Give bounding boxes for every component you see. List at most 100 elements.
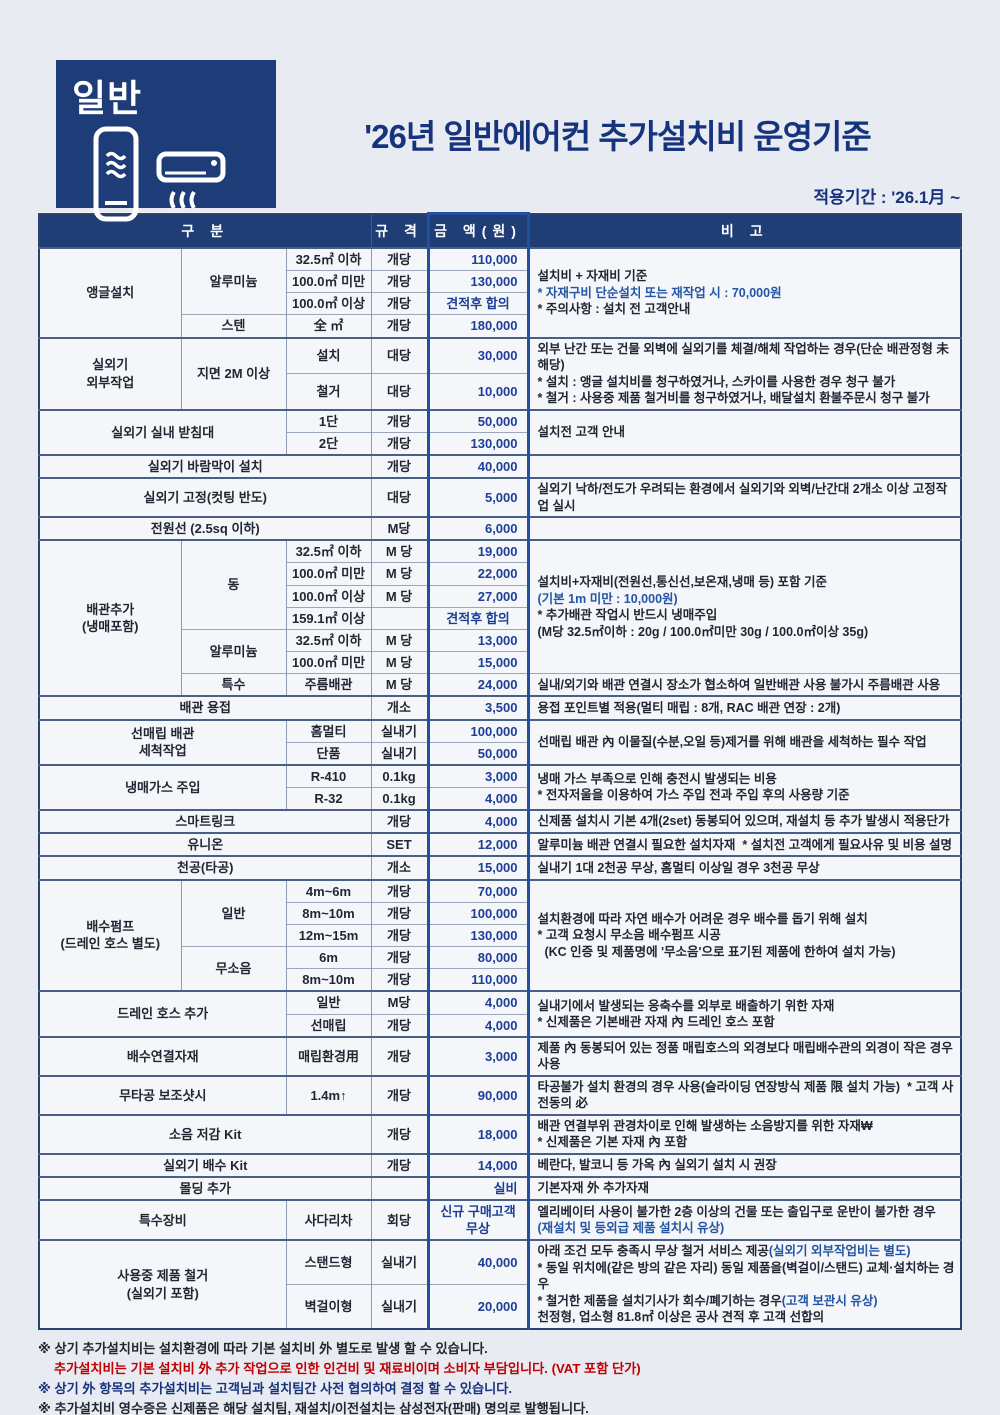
note-cell: 실내기 1대 2천공 무상, 홈멀티 이상일 경우 3천공 무상 bbox=[527, 855, 961, 880]
category-cell: 사용중 제품 철거 (실외기 포함) bbox=[38, 1239, 286, 1329]
table-header-row: 구 분 규 격 금 액(원) 비 고 bbox=[39, 212, 961, 248]
amount-cell: 15,000 bbox=[426, 855, 530, 880]
table-row: 실외기 배수 Kit 개당 14,000 베란다, 발코니 등 가옥 內 실외기 설치… bbox=[38, 1152, 961, 1177]
note-cell: 선매립 배관 內 이물질(수분,오일 등)제거를 위해 배관을 세척하는 필수 … bbox=[527, 718, 961, 765]
category-cell: 실외기 실내 받침대 bbox=[38, 408, 286, 455]
amount-cell: 14,000 bbox=[426, 1152, 530, 1177]
table-row: R-32 0.1kg 4,000 bbox=[39, 786, 961, 811]
category-cell: 일반 bbox=[285, 990, 372, 1015]
category-cell: 철거 bbox=[285, 373, 372, 410]
amount-cell: 90,000 bbox=[426, 1074, 530, 1115]
unit-cell: 실내기 bbox=[370, 741, 429, 765]
category-cell: 12m~15m bbox=[285, 923, 372, 947]
table-row: 배관추가 (냉매포함) 동 32.5㎡ 이하 M 당 19,000 설치비+자재비(전원선… bbox=[38, 539, 961, 697]
table-row: 무타공 보조샷시 1.4m↑ 개당 90,000 타공불가 설치 환경의 경우 사용(슬… bbox=[38, 1074, 961, 1115]
category-cell: 동 bbox=[180, 539, 286, 630]
category-cell: 스탠드형 bbox=[285, 1239, 372, 1285]
amount-cell: 70,000 bbox=[426, 878, 530, 903]
badge-label: 일반 bbox=[72, 78, 143, 119]
unit-cell: 개당 bbox=[370, 431, 429, 455]
category-cell: 100.0㎡ 미만 bbox=[285, 651, 372, 674]
category-cell: 매립환경用 bbox=[285, 1035, 372, 1076]
document-header: 일반 bbox=[38, 40, 962, 222]
footnote-line: ※ 추가설치비 영수증은 신제품은 해당 설치팀, 재설치/이전설치는 삼성전자… bbox=[38, 1401, 589, 1415]
amount-cell: 견적후 합의 bbox=[426, 606, 530, 630]
category-cell: 실외기 외부작업 bbox=[38, 336, 181, 410]
table-row: 알루미늄 32.5㎡ 이하 M 당 13,000 bbox=[39, 628, 961, 674]
amount-cell: 5,000 bbox=[426, 477, 530, 518]
unit-cell: M당 bbox=[370, 516, 429, 541]
category-cell: 배수연결자재 bbox=[38, 1035, 286, 1076]
amount-cell: 110,000 bbox=[426, 247, 530, 271]
unit-cell: M 당 bbox=[370, 584, 429, 608]
category-cell: 全 ㎡ bbox=[285, 314, 372, 338]
note-cell: 기본자재 外 추가자재 bbox=[527, 1175, 961, 1200]
table-row: 100.0㎡ 이상 M 당 27,000 bbox=[39, 584, 961, 608]
price-table: 구 분 규 격 금 액(원) 비 고 앵글설치 알루미늄 32.5㎡ 이하 개당 110… bbox=[38, 212, 962, 1330]
amount-cell: 18,000 bbox=[426, 1113, 530, 1154]
badge-icons bbox=[92, 126, 276, 227]
category-cell: 배관추가 (냉매포함) bbox=[38, 539, 181, 697]
unit-cell: 회당 bbox=[370, 1198, 429, 1241]
unit-cell: 개당 bbox=[370, 1035, 429, 1076]
amount-cell: 12,000 bbox=[426, 832, 530, 857]
category-cell: 32.5㎡ 이하 bbox=[285, 628, 372, 652]
category-cell: 유니온 bbox=[38, 832, 372, 857]
table-row: 실외기 고정(컷팅 반도) 대당 5,000 실외기 낙하/전도가 우려되는 환경에서… bbox=[38, 477, 961, 518]
column-header-amount: 금 액(원) bbox=[426, 212, 530, 248]
category-cell: 무소음 bbox=[180, 946, 286, 992]
amount-cell: 40,000 bbox=[426, 1239, 530, 1285]
category-cell: 알루미늄 bbox=[180, 628, 286, 674]
category-cell: 1.4m↑ bbox=[285, 1074, 372, 1115]
note-cell: 실외기 낙하/전도가 우려되는 환경에서 실외기와 외벽/난간대 2개소 이상 … bbox=[527, 477, 961, 518]
amount-cell: 3,000 bbox=[426, 763, 530, 788]
unit-cell: M 당 bbox=[370, 562, 429, 586]
unit-cell: M 당 bbox=[370, 673, 429, 697]
table-row: 100.0㎡ 이상 개당 견적후 합의 bbox=[39, 292, 961, 315]
unit-cell: 개당 bbox=[370, 1113, 429, 1154]
amount-cell: 130,000 bbox=[426, 270, 530, 293]
stand-ac-icon bbox=[92, 126, 140, 227]
category-cell: 실외기 고정(컷팅 반도) bbox=[38, 477, 372, 518]
amount-cell: 19,000 bbox=[426, 539, 530, 563]
unit-cell: 개소 bbox=[370, 855, 429, 880]
category-cell: 실외기 바람막이 설치 bbox=[38, 453, 372, 479]
table-row: 배관 용접 개소 3,500 용접 포인트별 적용(멀티 매립 : 8개, RAC 배… bbox=[38, 695, 961, 720]
unit-cell: 실내기 bbox=[370, 718, 429, 743]
unit-cell: 개소 bbox=[370, 695, 429, 720]
category-cell: 소음 저감 Kit bbox=[38, 1113, 372, 1154]
amount-cell: 실비 bbox=[426, 1175, 530, 1200]
category-cell: 실외기 배수 Kit bbox=[38, 1152, 372, 1177]
category-cell: 6m bbox=[285, 946, 372, 969]
category-cell: 홈멀티 bbox=[285, 718, 372, 743]
category-cell: 선매립 배관 세척작업 bbox=[38, 718, 286, 765]
unit-cell: 개당 bbox=[370, 314, 429, 338]
table-row: 특수장비 사다리차 회당 신규 구매고객 무상 엘리베이터 사용이 불가한 2층 이상의… bbox=[38, 1198, 961, 1241]
wall-ac-icon bbox=[154, 150, 228, 221]
amount-cell: 4,000 bbox=[426, 786, 530, 811]
table-row: 철거 대당 10,000 bbox=[39, 373, 961, 410]
amount-cell: 4,000 bbox=[426, 809, 530, 834]
unit-cell: 개당 bbox=[370, 968, 429, 992]
unit-cell: 개당 bbox=[370, 408, 429, 433]
table-row: 실외기 외부작업 지면 2M 이상 설치 대당 30,000 외부 난간 또는 건물 외벽… bbox=[38, 336, 961, 410]
note-cell: 배관 연결부위 관경차이로 인해 발생하는 소음방지를 위한 자재₩ * 신제품은… bbox=[527, 1113, 961, 1154]
unit-cell: 개당 bbox=[370, 1074, 429, 1115]
note-cell: 외부 난간 또는 건물 외벽에 실외기를 체결/해체 작업하는 경우(단순 배관… bbox=[527, 336, 961, 410]
unit-cell: 개당 bbox=[370, 247, 429, 271]
category-cell: 벽걸이형 bbox=[285, 1284, 372, 1329]
category-cell: 알루미늄 bbox=[180, 247, 286, 315]
unit-cell: 개당 bbox=[370, 946, 429, 969]
amount-cell: 20,000 bbox=[426, 1284, 530, 1329]
table-row: 100.0㎡ 미만 M 당 15,000 bbox=[39, 651, 961, 674]
category-cell: 지면 2M 이상 bbox=[180, 336, 286, 410]
amount-cell: 180,000 bbox=[426, 314, 530, 338]
category-cell: 전원선 (2.5sq 이하) bbox=[38, 516, 372, 541]
amount-cell: 100,000 bbox=[426, 901, 530, 925]
category-cell: 100.0㎡ 이상 bbox=[285, 584, 372, 608]
unit-cell: 대당 bbox=[370, 373, 429, 410]
category-cell: 앵글설치 bbox=[38, 247, 181, 338]
category-cell: 8m~10m bbox=[285, 968, 372, 992]
note-cell: 용접 포인트별 적용(멀티 매립 : 8개, RAC 배관 연장 : 2개) bbox=[527, 695, 961, 720]
category-cell: 배관 용접 bbox=[38, 695, 372, 720]
